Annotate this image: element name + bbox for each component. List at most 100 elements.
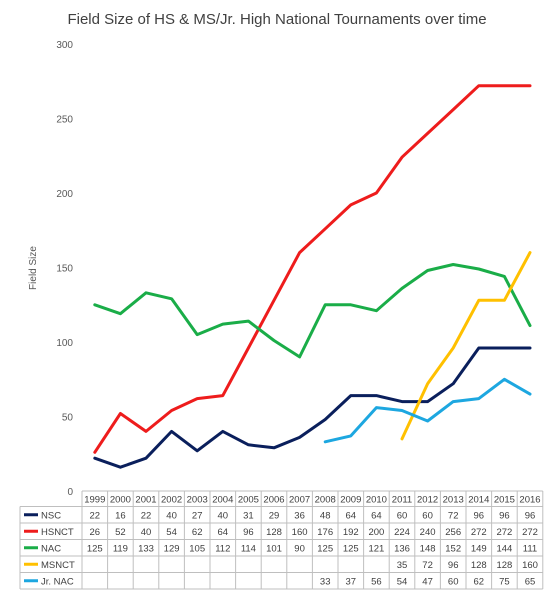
x-tick-label: 2015: [494, 495, 515, 506]
x-tick-label: 2014: [468, 495, 489, 506]
data-label: 128: [266, 527, 282, 538]
data-label: 160: [522, 560, 538, 571]
data-label: 160: [292, 527, 308, 538]
data-label: 75: [499, 576, 510, 587]
data-label: 72: [422, 560, 433, 571]
x-tick-label: 2006: [263, 495, 284, 506]
data-label: 133: [138, 543, 154, 554]
data-label: 96: [499, 510, 510, 521]
data-label: 56: [371, 576, 382, 587]
data-label: 125: [87, 543, 103, 554]
data-label: 27: [192, 510, 203, 521]
y-tick-label: 300: [56, 40, 73, 51]
y-tick-label: 200: [56, 189, 73, 200]
data-label: 101: [266, 543, 282, 554]
series-line-nac: [93, 263, 532, 359]
data-label: 72: [448, 510, 459, 521]
data-label: 176: [317, 527, 333, 538]
y-tick-label: 0: [67, 487, 73, 498]
data-label: 119: [113, 543, 128, 554]
legend-label: HSNCT: [41, 527, 74, 538]
x-tick-label: 2004: [212, 495, 233, 506]
data-label: 60: [422, 510, 433, 521]
y-tick-label: 100: [56, 338, 73, 349]
x-tick-label: 2010: [366, 495, 387, 506]
plot-area: [93, 84, 532, 469]
series-line-hsnct: [93, 84, 532, 454]
data-label: 152: [445, 543, 461, 554]
series-line-nsc: [93, 346, 532, 469]
data-label: 114: [241, 543, 256, 554]
chart-title: Field Size of HS & MS/Jr. High National …: [67, 11, 486, 28]
x-tick-label: 2009: [340, 495, 361, 506]
x-tick-label: 2002: [161, 495, 182, 506]
series-line-jr-nac: [323, 377, 532, 444]
data-label: 224: [394, 527, 410, 538]
data-label: 47: [422, 576, 433, 587]
x-tick-label: 2012: [417, 495, 438, 506]
x-tick-label: 2013: [443, 495, 464, 506]
data-label: 65: [525, 576, 536, 587]
legend-label: MSNCT: [41, 560, 75, 571]
data-label: 112: [215, 543, 230, 554]
data-label: 31: [243, 510, 254, 521]
legend-label: Jr. NAC: [41, 576, 74, 587]
y-axis-label: Field Size: [28, 246, 39, 290]
data-label: 111: [523, 543, 537, 554]
data-label: 272: [471, 527, 487, 538]
data-label: 60: [448, 576, 459, 587]
data-label: 272: [522, 527, 538, 538]
data-label: 192: [343, 527, 359, 538]
data-label: 60: [397, 510, 408, 521]
y-tick-label: 250: [56, 115, 73, 126]
x-tick-label: 1999: [84, 495, 105, 506]
data-label: 200: [368, 527, 384, 538]
data-label: 52: [115, 527, 126, 538]
y-axis: 0 50 100 150 200 250 300: [56, 40, 73, 498]
data-label: 37: [346, 576, 357, 587]
data-label: 128: [496, 560, 512, 571]
data-label: 121: [368, 543, 384, 554]
data-label: 54: [397, 576, 408, 587]
data-label: 149: [471, 543, 487, 554]
x-tick-label: 2008: [315, 495, 336, 506]
data-table: 1999 2000 2001 2002 2003 2004 2005 2006 2007 2008…: [19, 490, 544, 590]
data-label: 62: [474, 576, 485, 587]
data-label: 136: [394, 543, 410, 554]
data-label: 128: [471, 560, 487, 571]
data-label: 64: [371, 510, 382, 521]
data-label: 29: [269, 510, 280, 521]
x-tick-label: 2005: [238, 495, 259, 506]
data-label: 256: [445, 527, 461, 538]
data-label: 96: [243, 527, 254, 538]
y-tick-label: 50: [62, 413, 74, 424]
data-label: 148: [420, 543, 436, 554]
data-label: 40: [166, 510, 177, 521]
x-tick-label: 2007: [289, 495, 310, 506]
data-label: 96: [525, 510, 536, 521]
data-label: 240: [420, 527, 436, 538]
data-label: 64: [218, 527, 229, 538]
data-label: 36: [294, 510, 305, 521]
data-label: 26: [90, 527, 101, 538]
data-label: 22: [141, 510, 152, 521]
x-tick-label: 2016: [519, 495, 540, 506]
data-label: 64: [346, 510, 357, 521]
legend-label: NSC: [41, 510, 61, 521]
data-label: 54: [166, 527, 177, 538]
data-label: 40: [141, 527, 152, 538]
x-tick-label: 2003: [187, 495, 208, 506]
x-tick-label: 2001: [135, 495, 156, 506]
x-tick-label: 2011: [392, 495, 412, 506]
data-label: 16: [115, 510, 126, 521]
x-tick-label: 2000: [110, 495, 131, 506]
data-label: 144: [496, 543, 512, 554]
data-label: 272: [496, 527, 512, 538]
legend-label: NAC: [41, 543, 61, 554]
data-label: 125: [343, 543, 359, 554]
data-label: 125: [317, 543, 333, 554]
data-label: 33: [320, 576, 331, 587]
y-tick-label: 150: [56, 264, 73, 275]
